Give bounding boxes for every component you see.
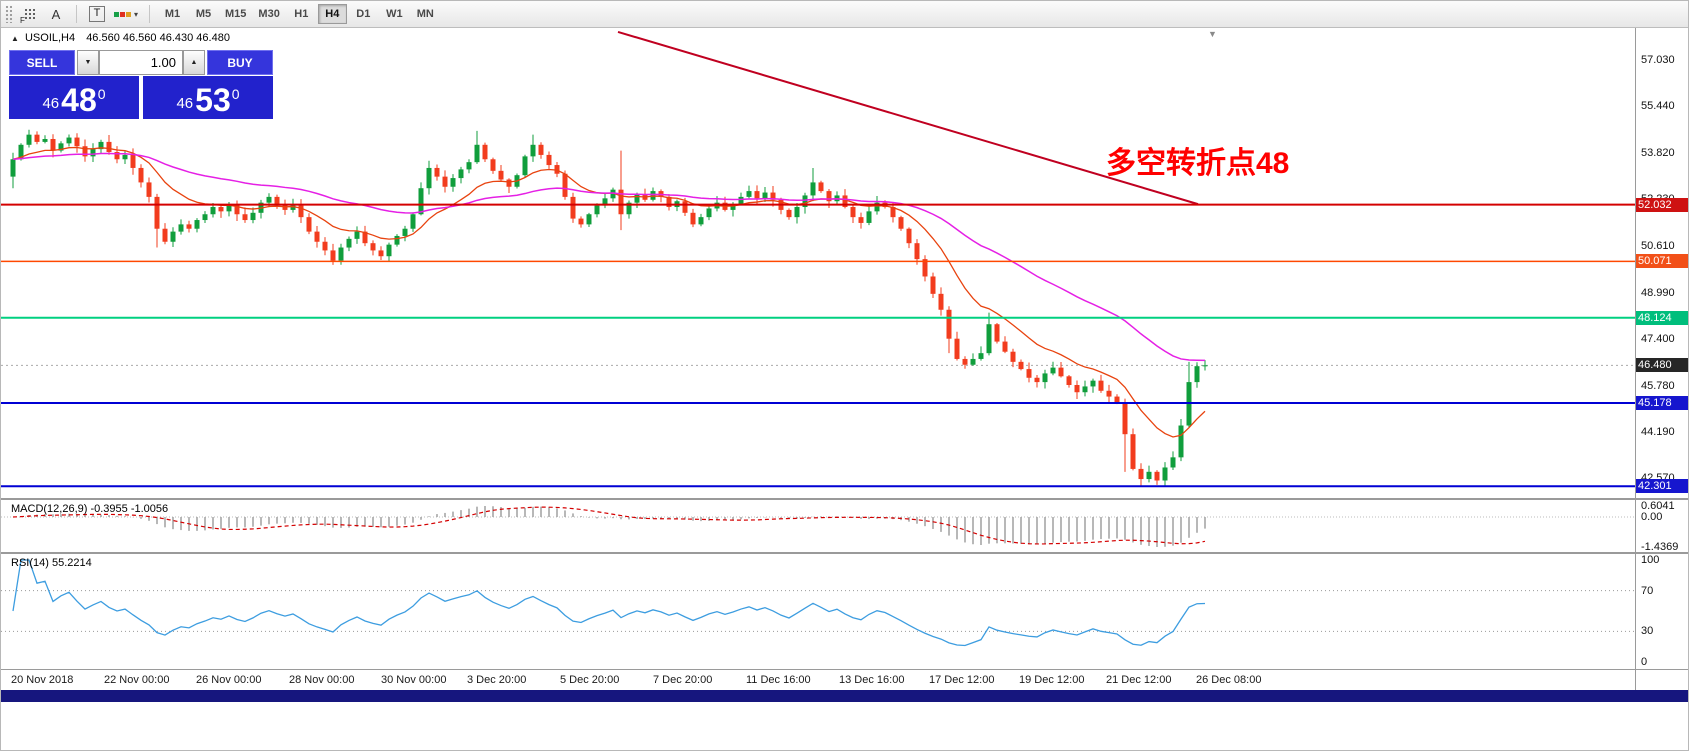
timeframe-h1[interactable]: H1 [287, 4, 316, 24]
collapse-arrow-icon[interactable]: ▲ [11, 34, 19, 43]
main-chart-svg[interactable] [1, 28, 1635, 498]
timeframe-m1[interactable]: M1 [158, 4, 187, 24]
bottom-bar [1, 690, 1688, 702]
sell-button[interactable]: SELL [9, 50, 75, 75]
sell-price-fraction: 0 [97, 86, 106, 102]
timeframe-group: M1 M5 M15 M30 H1 H4 D1 W1 MN [157, 4, 441, 24]
price-tag: 50.071 [1636, 254, 1688, 269]
price-axis-label: 45.780 [1641, 379, 1675, 392]
price-axis-label: 55.440 [1641, 100, 1675, 112]
volume-up-button[interactable]: ▲ [183, 50, 205, 75]
price-tag: 46.480 [1636, 358, 1688, 373]
macd-scale-label: 0.00 [1641, 511, 1663, 524]
yellow-shape-icon [126, 11, 131, 17]
rsi-scale-label: 0 [1641, 656, 1648, 668]
price-axis-label: 50.610 [1641, 239, 1675, 252]
one-click-trading-panel: SELL ▼ ▲ BUY 46 48 0 46 53 0 [9, 50, 273, 119]
sell-price-display[interactable]: 46 48 0 [9, 76, 139, 119]
pattern-tool-button[interactable]: F [17, 3, 43, 25]
timeframe-m30[interactable]: M30 [253, 4, 284, 24]
toolbar-grip-icon[interactable] [5, 5, 12, 23]
rsi-panel: RSI(14) 55.2214 100 70 30 0 [1, 554, 1688, 670]
price-axis-line [1635, 28, 1636, 690]
rsi-scale-label: 70 [1641, 584, 1654, 597]
toolbar: F A T ▾ M1 M5 M15 M30 H1 H4 D1 W1 MN [1, 1, 1688, 28]
macd-panel: MACD(12,26,9) -0.3955 -1.0056 0.6041 0.00… [1, 500, 1688, 554]
trade-prices-row: 46 48 0 46 53 0 [9, 76, 273, 119]
time-axis-label: 28 Nov 00:00 [289, 674, 355, 686]
buy-price-fraction: 0 [231, 86, 240, 102]
label-tool-button[interactable]: A [43, 3, 69, 25]
macd-scale-label: 0.6041 [1641, 500, 1675, 512]
price-tag: 45.178 [1636, 395, 1688, 410]
time-axis-label: 11 Dec 16:00 [746, 674, 811, 686]
text-tool-button[interactable]: T [84, 3, 110, 25]
timeframe-d1[interactable]: D1 [349, 4, 378, 24]
main-chart-panel: ▲ USOIL,H4 46.560 46.560 46.430 46.480 S… [1, 28, 1688, 500]
macd-scale-label: -1.4369 [1641, 541, 1679, 553]
rsi-scale-label: 100 [1641, 554, 1660, 566]
time-axis-label: 5 Dec 20:00 [560, 674, 620, 686]
chevron-down-icon: ▾ [134, 9, 139, 19]
letter-t-icon: T [89, 6, 105, 22]
sell-price-whole: 46 [42, 95, 60, 112]
time-axis-label: 17 Dec 12:00 [929, 674, 995, 686]
shapes-tool-button[interactable]: ▾ [110, 3, 142, 25]
price-axis-label: 53.820 [1641, 146, 1675, 159]
time-axis-label: 22 Nov 00:00 [104, 674, 170, 686]
red-shape-icon [120, 11, 125, 17]
time-axis-label: 26 Dec 08:00 [1196, 674, 1262, 686]
ohlc-values: 46.560 46.560 46.430 46.480 [86, 32, 230, 44]
symbol-name: USOIL,H4 [24, 32, 76, 44]
timeframe-m15[interactable]: M15 [220, 4, 251, 24]
price-axis-label: 44.190 [1641, 425, 1675, 438]
volume-down-button[interactable]: ▼ [77, 50, 99, 75]
symbol-info: ▲ USOIL,H4 46.560 46.560 46.430 46.480 [11, 32, 230, 44]
letter-a-icon: A [51, 6, 61, 22]
rsi-scale-label: 30 [1641, 625, 1654, 638]
rsi-svg[interactable] [1, 554, 1635, 669]
time-axis-label: 21 Dec 12:00 [1106, 674, 1172, 686]
dot-grid-icon [23, 7, 37, 21]
timeframe-h4[interactable]: H4 [317, 4, 347, 24]
macd-title: MACD(12,26,9) -0.3955 -1.0056 [11, 503, 169, 515]
toolbar-separator [76, 5, 77, 23]
price-tag: 42.301 [1636, 479, 1688, 494]
toolbar-separator [149, 5, 151, 23]
timeframe-mn[interactable]: MN [411, 4, 440, 24]
time-axis-label: 26 Nov 00:00 [196, 674, 262, 686]
buy-price-whole: 46 [176, 95, 194, 112]
price-tag: 52.032 [1636, 197, 1688, 212]
macd-svg[interactable] [1, 500, 1635, 552]
scroll-marker-icon[interactable]: ▼ [1208, 29, 1217, 39]
volume-input[interactable] [99, 50, 183, 75]
green-shape-icon [114, 11, 119, 17]
time-axis-label: 19 Dec 12:00 [1019, 674, 1085, 686]
trade-controls-row: SELL ▼ ▲ BUY [9, 50, 273, 75]
price-tag: 48.124 [1636, 310, 1688, 325]
time-axis[interactable]: 20 Nov 2018 22 Nov 00:00 26 Nov 00:00 28 No… [1, 670, 1688, 690]
price-axis-label: 57.030 [1641, 54, 1675, 66]
time-axis-label: 3 Dec 20:00 [467, 674, 527, 686]
timeframe-w1[interactable]: W1 [380, 4, 409, 24]
time-axis-label: 30 Nov 00:00 [381, 674, 447, 686]
price-axis-label: 47.400 [1641, 332, 1675, 345]
price-axis-label: 48.990 [1641, 286, 1675, 299]
time-axis-label: 13 Dec 16:00 [839, 674, 905, 686]
buy-price-display[interactable]: 46 53 0 [143, 76, 273, 119]
chart-annotation: 多空转折点48 [1106, 147, 1290, 180]
buy-button[interactable]: BUY [207, 50, 273, 75]
pattern-f-label: F [20, 16, 25, 25]
rsi-title: RSI(14) 55.2214 [11, 557, 92, 569]
buy-price-pips: 53 [195, 81, 231, 118]
time-axis-label: 7 Dec 20:00 [653, 674, 713, 686]
time-axis-label: 20 Nov 2018 [11, 674, 74, 686]
timeframe-m5[interactable]: M5 [189, 4, 218, 24]
sell-price-pips: 48 [61, 81, 97, 118]
